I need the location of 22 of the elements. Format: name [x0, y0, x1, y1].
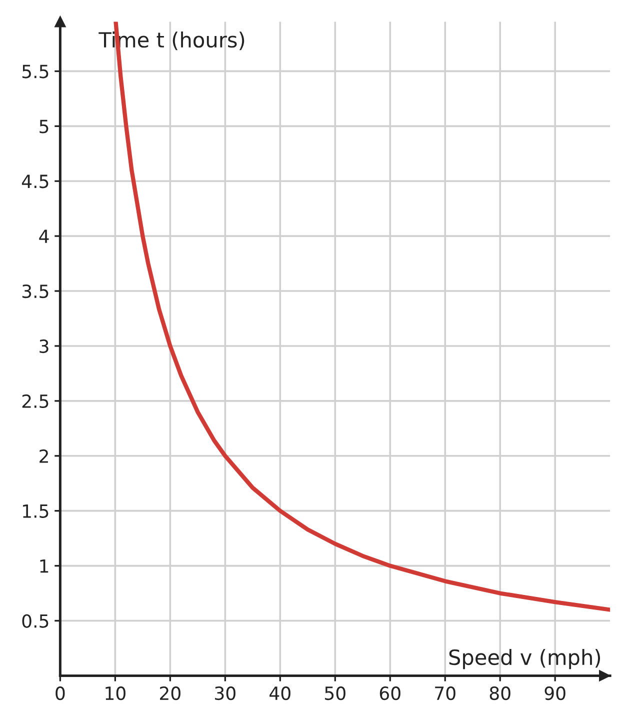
x-tick-label: 70 — [435, 686, 456, 700]
x-tick-label: 20 — [160, 686, 180, 700]
x-tick-label: 0 — [56, 686, 65, 700]
y-tick-label: 5 — [40, 120, 48, 134]
y-tick-label: 4.5 — [22, 174, 48, 188]
y-tick-label: 5.5 — [22, 64, 48, 78]
y-tick-label: 0.5 — [22, 614, 48, 628]
y-tick-label: 3.5 — [22, 284, 48, 298]
y-tick-label: 1 — [40, 559, 48, 573]
y-tick-label: 4 — [39, 230, 49, 243]
x-tick-label: 60 — [380, 686, 400, 700]
x-tick-label: 50 — [325, 686, 346, 700]
x-tick-label: 40 — [270, 686, 290, 700]
x-tick-label: 80 — [490, 686, 510, 700]
x-tick-label: 10 — [106, 686, 126, 700]
x-tick-label: 90 — [544, 686, 566, 700]
y-tick-label: 3 — [40, 339, 48, 354]
y-tick-label: 2 — [40, 449, 48, 463]
x-axis-title: Speed v (mph) — [449, 649, 600, 670]
y-tick-label: 2.5 — [22, 394, 48, 408]
y-tick-label: 1.5 — [23, 504, 48, 518]
x-tick-label: 30 — [215, 686, 236, 700]
